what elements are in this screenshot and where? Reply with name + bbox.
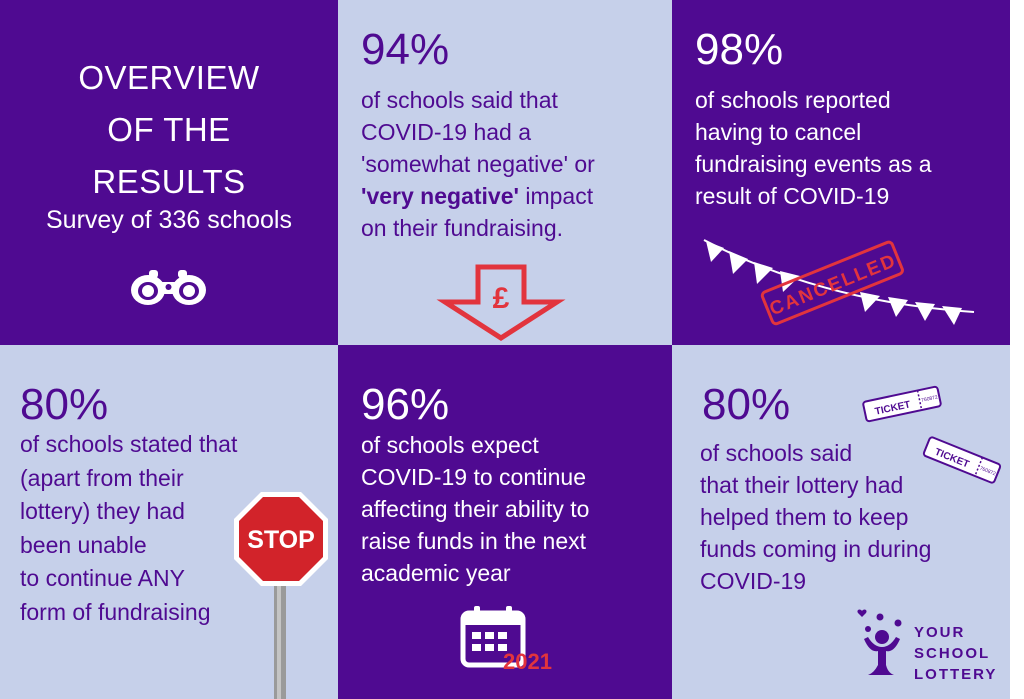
- stat-line: of schools said: [700, 440, 853, 466]
- ticket-icon: TICKET 760872: [862, 385, 942, 423]
- overview-title: OVERVIEW OF THE RESULTS: [0, 52, 338, 208]
- stop-sign-text: STOP: [247, 526, 315, 554]
- stat-line: COVID-19: [700, 568, 807, 594]
- stat-percent: 94%: [361, 25, 450, 74]
- stat-line: 'very negative' impact: [361, 180, 595, 212]
- stat-line: having to cancel: [695, 119, 862, 145]
- stat-line: helped them to keep: [700, 504, 909, 530]
- stat-description: of schools expect COVID-19 to continue a…: [361, 429, 589, 589]
- stop-sign-icon: STOP: [234, 492, 328, 699]
- stat-panel-negative-impact: 94% of schools said that COVID-19 had a …: [338, 0, 672, 345]
- overview-subtitle: Survey of 336 schools: [46, 206, 292, 234]
- overview-title-line2: OF THE: [107, 111, 231, 148]
- stat-line: lottery) they had: [20, 498, 185, 524]
- overview-title-line3: RESULTS: [92, 163, 246, 200]
- ticket-number: 760872: [921, 394, 939, 403]
- stat-description: of schools stated that (apart from their…: [20, 428, 237, 629]
- stat-description: of schools said that COVID-19 had a 'som…: [361, 84, 595, 244]
- overview-title-line1: OVERVIEW: [78, 59, 260, 96]
- brand-line: LOTTERY: [914, 666, 998, 683]
- stat-panel-expect-continue: 96% of schools expect COVID-19 to contin…: [338, 345, 672, 699]
- stat-line: fundraising events as a: [695, 151, 932, 177]
- stat-line: to continue ANY: [20, 565, 185, 591]
- stat-panel-no-fundraising: 80% of schools stated that (apart from t…: [0, 345, 338, 699]
- stat-line: of schools said that: [361, 87, 558, 113]
- stat-percent: 80%: [20, 380, 109, 429]
- stat-line: funds coming in during: [700, 536, 932, 562]
- stat-line: of schools stated that: [20, 431, 238, 457]
- brand-line: YOUR: [914, 624, 966, 641]
- ticket-icon: TICKET 760872: [922, 436, 1002, 484]
- stat-line: been unable: [20, 531, 147, 558]
- stat-panel-lottery-helped: 80% of schools said that their lottery h…: [672, 345, 1010, 699]
- stat-percent: 96%: [361, 380, 450, 429]
- stat-line: (apart from their: [20, 464, 184, 491]
- stat-line: raise funds in the next: [361, 528, 587, 554]
- brand-line: SCHOOL: [914, 645, 991, 662]
- brand-name: YOUR SCHOOL LOTTERY: [914, 622, 997, 685]
- stat-line: COVID-19 to continue: [361, 464, 587, 490]
- stat-line: result of COVID-19: [695, 183, 890, 209]
- calendar-icon: 2021: [460, 606, 552, 674]
- ticket-number: 760872: [979, 466, 997, 478]
- stat-line: of schools expect: [361, 432, 539, 458]
- stat-line: on their fundraising.: [361, 215, 564, 241]
- stat-line-rest: impact: [518, 183, 594, 209]
- pound-symbol: £: [493, 282, 510, 315]
- stat-line: form of fundraising: [20, 598, 211, 625]
- stat-percent: 80%: [702, 380, 791, 429]
- stat-line: academic year: [361, 560, 511, 586]
- down-arrow-pound-icon: £: [436, 264, 566, 341]
- stat-panel-cancelled-events: 98% of schools reported having to cancel…: [672, 0, 1010, 345]
- stat-line: COVID-19 had a: [361, 119, 532, 145]
- stat-line: of schools reported: [695, 87, 891, 113]
- calendar-year: 2021: [503, 649, 552, 674]
- stat-description: of schools said that their lottery had h…: [700, 437, 931, 597]
- stat-percent: 98%: [695, 25, 784, 74]
- stat-line: 'somewhat negative' or: [361, 151, 595, 177]
- your-school-lottery-logo: [857, 609, 902, 675]
- bunting-icon: CANCELLED: [703, 239, 975, 326]
- binoculars-icon: [131, 270, 206, 305]
- stat-line: affecting their ability to: [361, 496, 590, 522]
- stat-description: of schools reported having to cancel fun…: [695, 84, 932, 212]
- overview-panel: OVERVIEW OF THE RESULTS Survey of 336 sc…: [0, 0, 338, 345]
- stat-emphasis: 'very negative': [361, 183, 519, 209]
- stat-line: that their lottery had: [700, 472, 904, 498]
